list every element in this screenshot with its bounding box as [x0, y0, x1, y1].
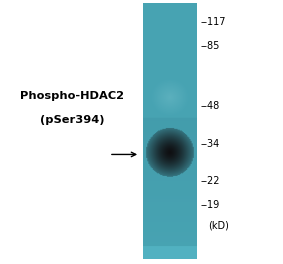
Text: --19: --19 [201, 200, 220, 210]
Text: --34: --34 [201, 139, 220, 149]
Text: --48: --48 [201, 101, 220, 111]
Text: (kD): (kD) [208, 221, 229, 231]
Text: Phospho-HDAC2: Phospho-HDAC2 [20, 91, 124, 101]
Text: --117: --117 [201, 17, 226, 27]
Text: --22: --22 [201, 176, 220, 186]
Text: (pSer394): (pSer394) [40, 115, 104, 125]
Text: --85: --85 [201, 41, 220, 51]
